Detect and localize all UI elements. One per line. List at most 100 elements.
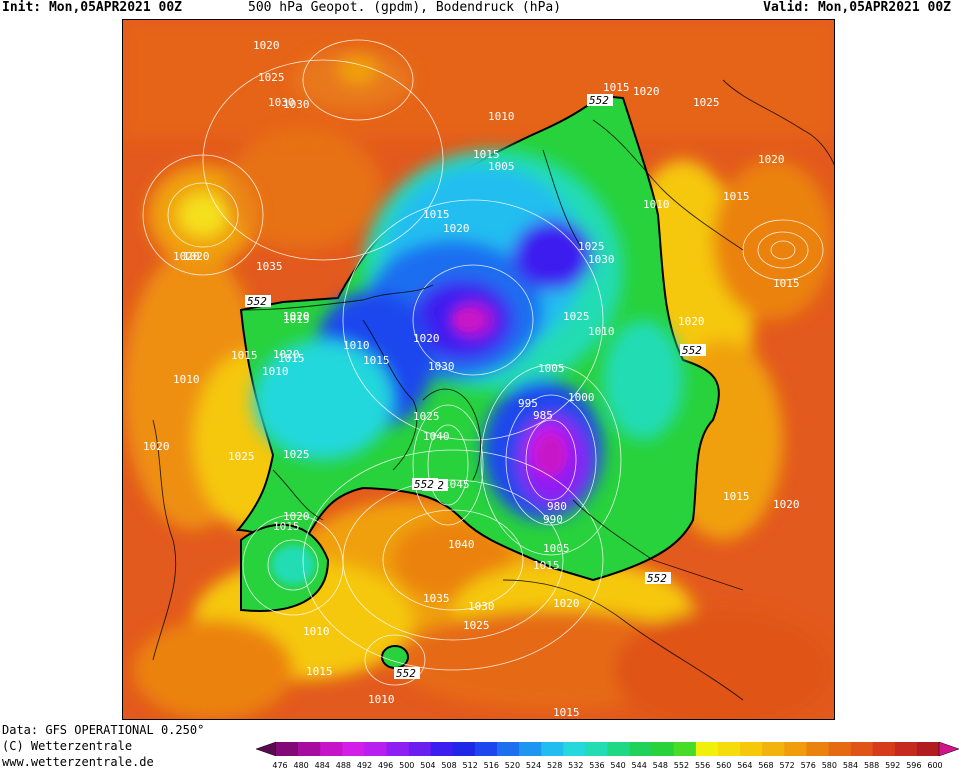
isobar-label: 1020 [183,250,210,263]
colorbar-swatch [585,742,608,756]
isobar-label: 1035 [256,260,283,273]
colorbar-swatch [541,742,564,756]
colorbar-swatch [872,742,896,756]
color-scale-legend: 476 480 484 488 492 496 500 504 508 512 516 520 524 5… [256,741,959,770]
isobar-label: 1040 [423,430,450,443]
isobar-label: 1010 [488,110,515,123]
colorbar-swatch [916,742,940,756]
colorbar-swatch [298,742,321,756]
isobar-label: 1010 [588,325,615,338]
colorbar-tick-label: 572 [779,761,794,770]
colorbar-tick-label: 520 [505,761,520,770]
isobar-label: 1025 [693,96,720,109]
colorbar-swatch [386,742,409,756]
colorbar-swatch [342,742,365,756]
svg-text:552: 552 [589,94,609,107]
colorbar-swatch [894,742,918,756]
isobar-label: 1045 [443,478,470,491]
low-552-south [381,645,409,669]
colorbar-swatch [673,742,697,756]
isobar-label: 1040 [448,538,475,551]
isobar-label: 1020 [173,250,200,263]
isobar-label: 980 [547,500,567,513]
colorbar-tick-label: 552 [674,761,689,770]
isobar-label: 995 [518,397,538,410]
isobar-label: 1010 [368,693,395,706]
isobar-label: 990 [543,513,563,526]
geopotential-field: 1020102510301020103510151020101010051015… [123,20,834,719]
isobar-label: 1020 [773,498,800,511]
colorbar-swatch [806,742,829,756]
map-title: 500 hPa Geopot. (gpdm), Bodendruck (hPa) [248,0,562,15]
isobar-label: 1025 [228,450,255,463]
colorbar-swatch [276,742,299,756]
svg-text:552: 552 [647,572,667,585]
isobar-label: 1015 [363,354,390,367]
colorbar-swatch [762,742,785,756]
isobar-label: 1025 [283,448,310,461]
colorbar-swatch [607,742,630,756]
isobar-label: 1020 [553,597,580,610]
colorbar-tick-label: 556 [695,761,710,770]
website-link[interactable]: www.wetterzentrale.de [2,755,154,769]
isobar-label: 1010 [303,625,330,638]
isobar-label: 1020 [283,310,310,323]
isobar-label: 1020 [253,39,280,52]
colorbar-swatch [452,742,476,756]
colorbar-swatch [364,742,387,756]
colorbar-tick-label: 480 [293,761,308,770]
isobar-label: 1015 [231,349,258,362]
colorbar-tick-label: 540 [610,761,625,770]
colorbar-tick-label: 508 [441,761,456,770]
isobar-label: 1030 [268,96,295,109]
colorbar-tick-label: 596 [906,761,921,770]
colorbar-arrow-high [938,741,959,757]
isobar-label: 1010 [343,339,370,352]
isobar-label: 1025 [258,71,285,84]
colorbar-swatch [695,742,719,756]
colorbar-tick-label: 496 [378,761,393,770]
isobar-label: 1025 [563,310,590,323]
colorbar-tick-label: 568 [758,761,773,770]
colorbar-tick-label: 592 [885,761,900,770]
colorbar-swatch [497,742,520,756]
isobar-label: 1010 [262,365,289,378]
colorbar-arrow-low [256,741,277,757]
colorbar-tick-label: 524 [526,761,541,770]
valid-time-label: Valid: Mon,05APR2021 00Z [763,0,951,15]
colorbar-tick-label: 500 [399,761,414,770]
colorbar-tick-label: 560 [716,761,731,770]
isobar-label: 1015 [278,352,305,365]
colorbar-swatch [408,742,431,756]
isobar-label: 1015 [283,313,310,326]
isobar-label: 1020 [413,332,440,345]
isobar-label: 1020 [443,222,470,235]
contour-552-label: 552 [394,667,420,680]
colorbar-swatch [563,742,586,756]
isobar-label: 1010 [643,198,670,211]
colorbar-swatch [651,742,675,756]
svg-text:552: 552 [414,478,434,491]
colorbar-swatch [850,742,873,756]
isobar-label: 1020 [678,315,705,328]
isobar-label: 1015 [273,520,300,533]
init-time-label: Init: Mon,05APR2021 00Z [2,0,183,15]
colorbar-swatch [784,742,807,756]
colorbar-tick-label: 548 [653,761,668,770]
colorbar-tick-label: 544 [632,761,647,770]
colorbar-tick-label: 532 [568,761,583,770]
isobar-label: 1030 [428,360,455,373]
isobar-label: 1020 [273,348,300,361]
isobar-label: 1015 [723,190,750,203]
isobar-label: 985 [533,409,553,422]
isobar-label: 1025 [413,410,440,423]
colorbar-swatch [740,742,763,756]
colorbar-tick-label: 492 [357,761,372,770]
isobar-lines [142,39,824,686]
colorbar-tick-label: 484 [315,761,330,770]
colorbar-swatch [430,742,454,756]
copyright-label: (C) Wetterzentrale [2,739,133,753]
isobar-label: 1000 [568,391,595,404]
colorbar-swatch [629,742,652,756]
isobar-label: 1005 [488,160,515,173]
